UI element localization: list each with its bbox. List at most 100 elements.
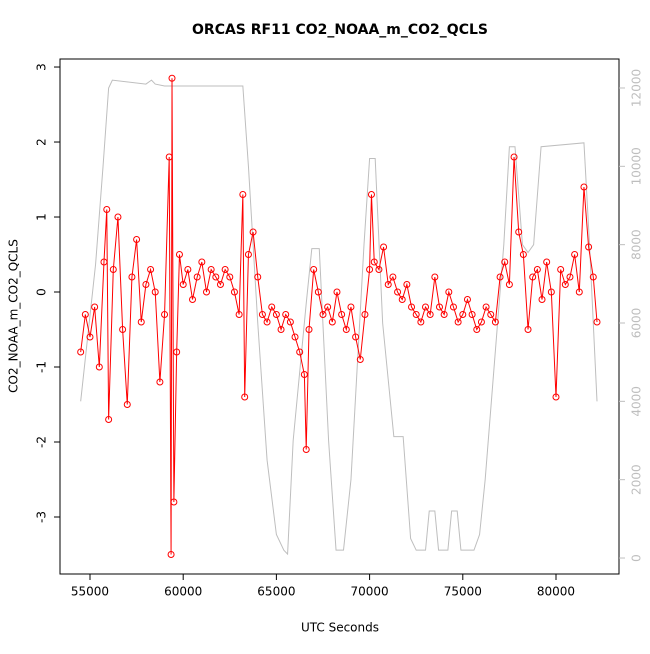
point [286,318,294,326]
point [557,266,565,274]
point [91,303,99,311]
point [445,288,453,296]
point [170,498,178,506]
y-tick-label: 3 [35,63,49,71]
y2-tick-label: 8000 [630,229,644,260]
point [468,311,476,319]
x-tick-label: 55000 [71,585,109,599]
point [109,266,117,274]
point [366,266,374,274]
point [477,318,485,326]
point [105,416,113,424]
series-line [80,78,598,555]
point [137,318,145,326]
point [580,183,588,191]
point [319,311,327,319]
point [268,303,276,311]
point [226,273,234,281]
point [151,288,159,296]
point [202,288,210,296]
point [384,281,392,289]
y-tick-label: 2 [35,138,49,146]
point [119,326,127,334]
x-axis-label: UTC Seconds [301,621,379,635]
point [100,258,108,266]
point [347,303,355,311]
point [114,213,122,221]
point [519,251,527,259]
point [77,348,85,356]
y-axis-label: CO2_NOAA_m_CO2_QCLS [7,239,21,393]
y-tick-label: 0 [35,288,49,296]
point [431,273,439,281]
point [342,326,350,334]
point [571,251,579,259]
point [123,401,131,409]
y-tick-label: -1 [35,361,49,373]
point [435,303,443,311]
point [324,303,332,311]
point [198,258,206,266]
y2-tick-label: 2000 [630,464,644,495]
point [95,363,103,371]
point [338,311,346,319]
point [589,273,597,281]
point [296,348,304,356]
point [103,206,111,214]
point [566,273,574,281]
point [529,273,537,281]
point [244,251,252,259]
point [510,153,518,161]
point [179,281,187,289]
point [167,551,175,559]
point [239,191,247,199]
point [128,273,136,281]
point [380,243,388,251]
point [449,303,457,311]
point [193,273,201,281]
point [533,266,541,274]
point [575,288,583,296]
point [133,236,141,244]
point [491,318,499,326]
point [173,348,181,356]
point [291,333,299,341]
point [375,266,383,274]
point [561,281,569,289]
point [241,393,249,401]
point [165,153,173,161]
point [300,371,308,379]
point [230,288,238,296]
point [463,296,471,304]
y2-tick-label: 0 [630,554,644,562]
point [207,266,215,274]
x-tick-label: 65000 [257,585,295,599]
point [422,303,430,311]
point [440,311,448,319]
point [86,333,94,341]
point [310,266,318,274]
chart-title: ORCAS RF11 CO2_NOAA_m_CO2_QCLS [192,22,488,38]
point [258,311,266,319]
point [412,311,420,319]
point [417,318,425,326]
point [277,326,285,334]
point [389,273,397,281]
point [272,311,280,319]
y2-tick-label: 4000 [630,386,644,417]
y-tick-label: -2 [35,436,49,448]
y2-tick-label: 10000 [630,147,644,185]
point [161,311,169,319]
point [175,251,183,259]
x-tick-label: 75000 [444,585,482,599]
point [212,273,220,281]
point [473,326,481,334]
point [352,333,360,341]
point [235,311,243,319]
point [426,311,434,319]
point [168,74,176,82]
point [147,266,155,274]
point [81,311,89,319]
point [505,281,513,289]
point [333,288,341,296]
